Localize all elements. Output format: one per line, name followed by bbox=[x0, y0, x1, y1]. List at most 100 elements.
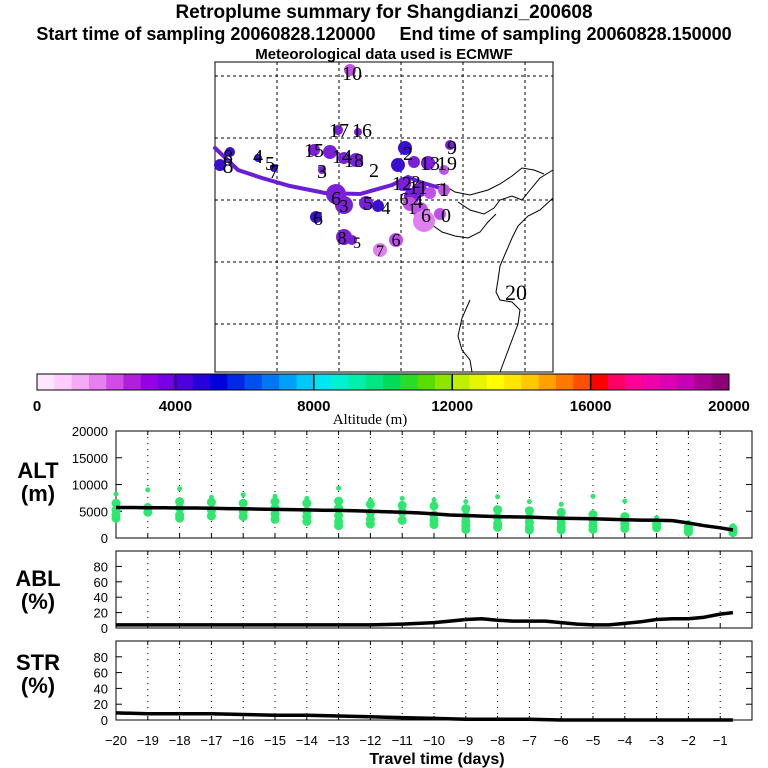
colorbar-swatch bbox=[504, 374, 522, 390]
start-time-label: Start time of sampling 20060828.120000 bbox=[36, 24, 376, 44]
trajectory-day-label: 8 bbox=[338, 228, 347, 248]
altitude-point bbox=[143, 507, 153, 517]
altitude-point bbox=[145, 487, 151, 493]
colorbar-swatch bbox=[331, 374, 349, 390]
sampling-times: Start time of sampling 20060828.120000 En… bbox=[0, 24, 768, 45]
colorbar-tick-label: 12000 bbox=[431, 398, 473, 415]
plume-point bbox=[270, 164, 278, 172]
colorbar-swatch bbox=[417, 374, 436, 390]
x-tick-label: −17 bbox=[200, 733, 222, 748]
altitude-point bbox=[461, 524, 471, 534]
altitude-point bbox=[429, 501, 439, 511]
altitude-point bbox=[652, 523, 662, 533]
colorbar-swatch bbox=[538, 374, 557, 390]
str-unit: (%) bbox=[21, 673, 55, 698]
plume-point bbox=[225, 147, 235, 157]
plume-point bbox=[421, 156, 435, 170]
trajectory-day-label: 6 bbox=[331, 188, 341, 210]
trajectory-day-label: 6 bbox=[421, 205, 431, 227]
x-tick-label: −14 bbox=[296, 733, 318, 748]
plume-point bbox=[338, 152, 350, 164]
altitude-point bbox=[334, 521, 344, 531]
trajectory-day-label: 7 bbox=[376, 243, 384, 260]
y-tick-label: 15000 bbox=[72, 451, 108, 466]
x-tick-label: −9 bbox=[458, 733, 473, 748]
altitude-point bbox=[620, 523, 630, 533]
y-tick-label: 0 bbox=[101, 531, 108, 546]
plume-point bbox=[439, 165, 449, 175]
altitude-point bbox=[397, 500, 407, 510]
colorbar-swatch bbox=[556, 374, 574, 390]
colorbar-swatch bbox=[590, 374, 609, 390]
y-tick-label: 10000 bbox=[72, 478, 108, 493]
trajectory-day-label: 9 bbox=[447, 137, 457, 159]
trajectory-day-label: 4 bbox=[413, 191, 423, 213]
altitude-point bbox=[495, 494, 501, 500]
altitude-point bbox=[429, 520, 439, 530]
colorbar-swatch bbox=[573, 374, 591, 390]
abl-label: ABL bbox=[15, 566, 60, 591]
colorbar-swatch bbox=[261, 374, 280, 390]
plume-point bbox=[391, 158, 405, 172]
plume-point bbox=[413, 183, 427, 197]
altitude-point bbox=[302, 498, 312, 508]
colorbar-tick-label: 0 bbox=[33, 398, 41, 415]
trajectory-day-label: 3 bbox=[340, 196, 349, 216]
trajectory-day-label: 6 bbox=[392, 230, 401, 250]
altitude-point bbox=[365, 519, 375, 529]
altitude-point bbox=[556, 507, 566, 517]
str-line bbox=[115, 711, 733, 722]
y-tick-label: 80 bbox=[94, 559, 108, 574]
y-tick-label: 20000 bbox=[72, 424, 108, 439]
colorbar-swatch bbox=[279, 374, 297, 390]
x-tick-label: −15 bbox=[264, 733, 286, 748]
plume-point bbox=[373, 243, 387, 257]
plume-point bbox=[397, 177, 411, 191]
colorbar-swatch bbox=[140, 374, 159, 390]
altitude-point bbox=[240, 492, 246, 498]
colorbar-swatch bbox=[37, 374, 55, 390]
altitude-point bbox=[524, 525, 534, 535]
trajectory-day-label: 10 bbox=[342, 63, 362, 85]
trajectory-day-label: 19 bbox=[437, 153, 457, 175]
altitude-point bbox=[206, 497, 216, 507]
trajectory-day-label: 13 bbox=[420, 153, 440, 175]
trajectory-day-label: 14 bbox=[332, 146, 352, 168]
y-tick-label: 20 bbox=[94, 697, 108, 712]
colorbar-swatch bbox=[54, 374, 72, 390]
trajectory-day-label: 15 bbox=[304, 140, 324, 162]
altitude-point bbox=[302, 516, 312, 526]
colorbar-swatch bbox=[106, 374, 124, 390]
trajectory-day-label: 7 bbox=[269, 161, 279, 183]
altitude-point bbox=[493, 522, 503, 532]
altitude-point bbox=[524, 506, 534, 516]
trajectory-day-label: 1 bbox=[408, 201, 416, 218]
plume-point bbox=[323, 145, 337, 159]
x-tick-label: −19 bbox=[137, 733, 159, 748]
alt-unit: (m) bbox=[21, 481, 55, 506]
colorbar-swatch bbox=[88, 374, 107, 390]
travel-time-axis: −20 −19 −18 −17 −16 −15 −14 −13 −12 −11 −10 −9 −8 −7 −… bbox=[105, 733, 728, 748]
altitude-point bbox=[113, 491, 119, 497]
str-frame bbox=[115, 640, 753, 721]
plume-point bbox=[389, 233, 403, 247]
trajectory-day-label: 2 bbox=[369, 160, 379, 182]
altitude-point bbox=[111, 513, 121, 523]
y-tick-label: 80 bbox=[94, 650, 108, 665]
altitude-point bbox=[270, 497, 280, 507]
y-tick-label: 40 bbox=[94, 590, 108, 605]
plume-point bbox=[408, 156, 420, 168]
y-tick-label: 20 bbox=[94, 606, 108, 621]
trajectory-day-label: 4 bbox=[382, 198, 391, 218]
trajectory-day-label: 2 bbox=[403, 143, 413, 165]
colorbar-swatch bbox=[123, 374, 142, 390]
altitude-point bbox=[111, 498, 121, 508]
altitude-point bbox=[590, 493, 596, 499]
colorbar-swatch bbox=[210, 374, 228, 390]
plume-point bbox=[413, 210, 435, 232]
trajectory-day-label: 6 bbox=[400, 189, 409, 209]
altitude-point bbox=[558, 501, 564, 507]
colorbar-tick-label: 16000 bbox=[570, 398, 612, 415]
